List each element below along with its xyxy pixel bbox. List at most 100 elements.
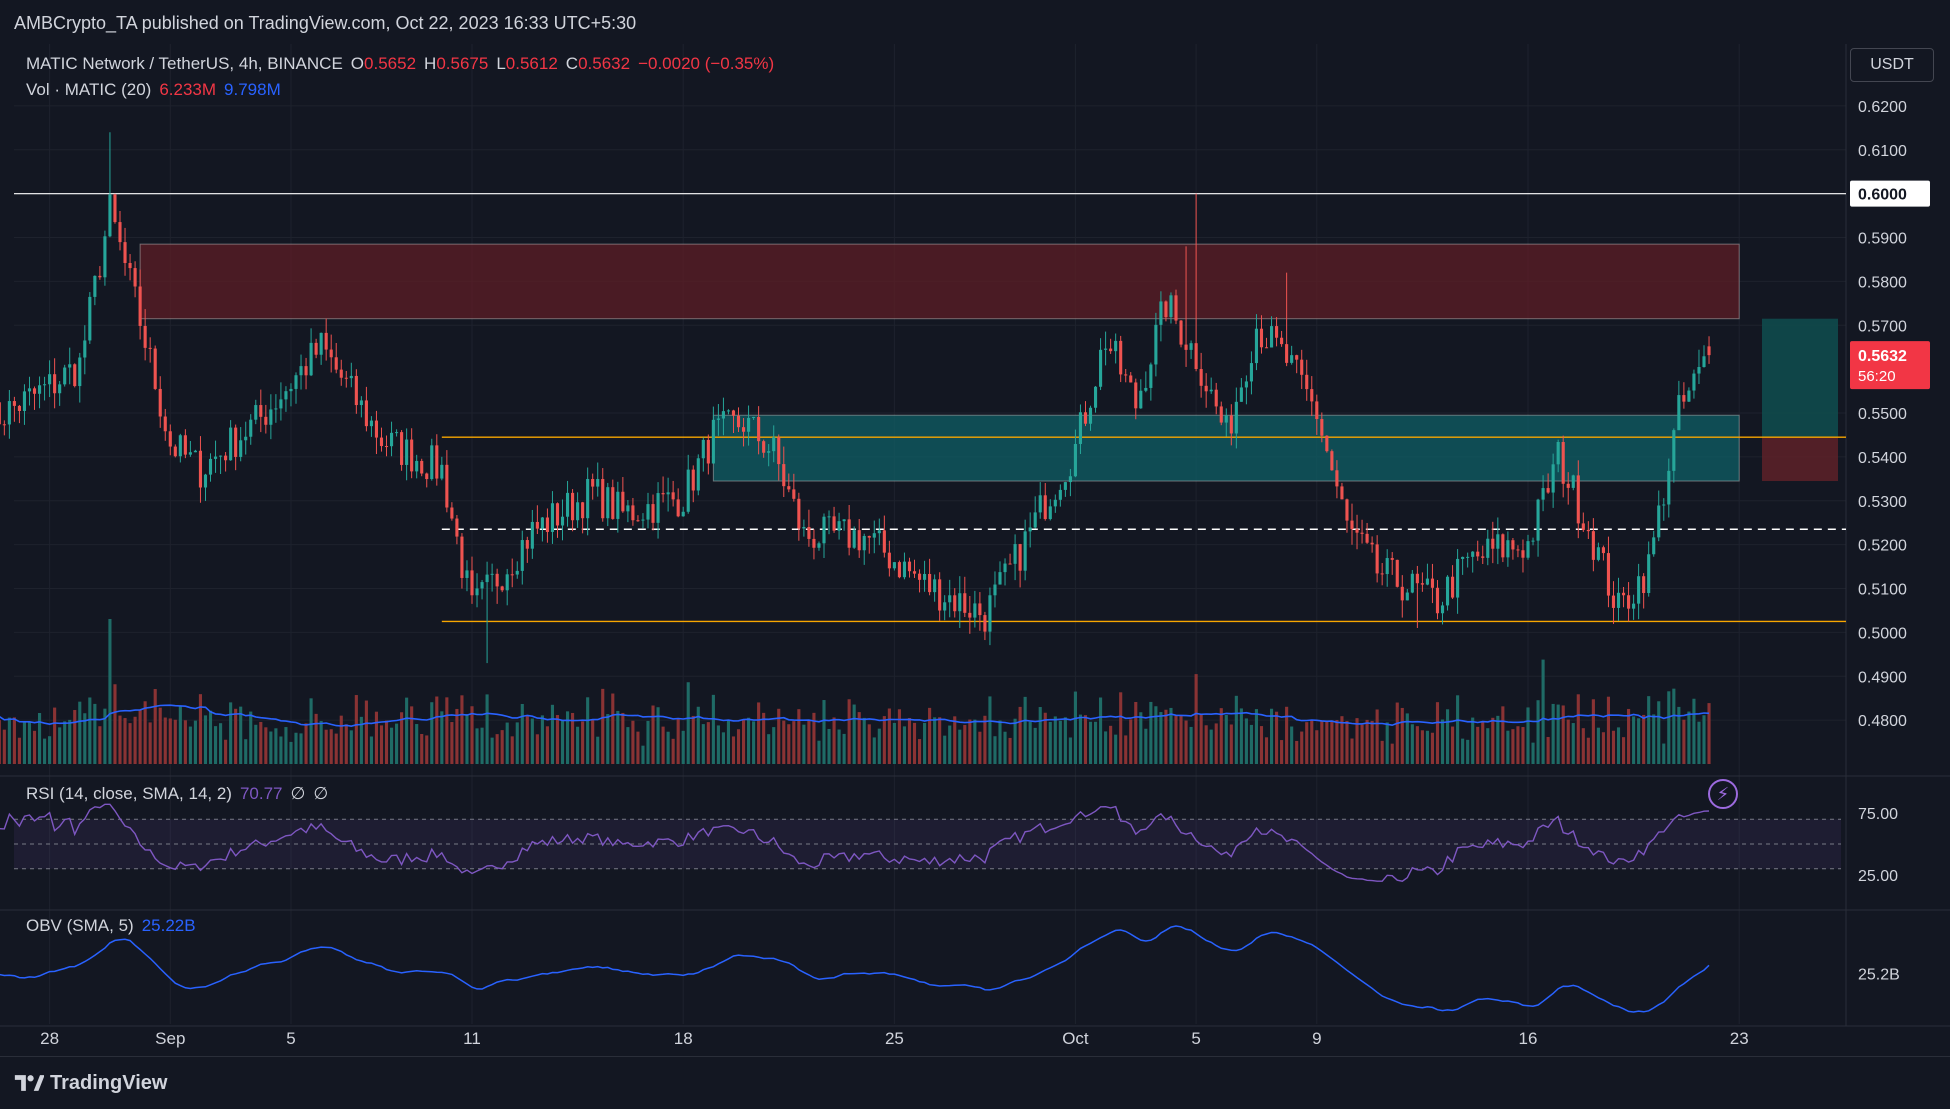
candle-body xyxy=(535,521,539,529)
candle-body xyxy=(1129,375,1133,383)
volume-bar xyxy=(842,733,846,764)
candle-body xyxy=(1531,540,1535,542)
candle-body xyxy=(1219,406,1223,423)
volume-bar xyxy=(1531,742,1535,764)
candle-body xyxy=(1023,531,1027,571)
volume-bar xyxy=(369,736,373,764)
volume-bar xyxy=(319,721,323,764)
volume-bar xyxy=(400,712,404,764)
volume-bar xyxy=(641,745,645,764)
volume-bar xyxy=(198,694,203,764)
volume-bar xyxy=(1078,714,1083,764)
volume-bar xyxy=(279,736,283,764)
volume-bar xyxy=(646,720,650,764)
lightning-icon[interactable]: ⚡ xyxy=(1708,779,1738,809)
volume-bar xyxy=(716,725,720,764)
candle-body xyxy=(611,487,615,519)
volume-bar xyxy=(430,702,434,764)
volume-bar xyxy=(651,705,655,764)
volume-bar xyxy=(1280,740,1284,764)
candle-body xyxy=(736,415,741,428)
volume-bar xyxy=(1385,722,1389,764)
volume-bar xyxy=(7,717,11,764)
volume-bar xyxy=(1139,712,1143,764)
volume-bar xyxy=(1043,712,1047,764)
candles xyxy=(0,132,1711,664)
volume-bar xyxy=(752,721,756,764)
stop-box[interactable] xyxy=(1762,437,1838,482)
volume-bar xyxy=(1541,659,1545,764)
candle-body xyxy=(234,427,238,457)
candle-body xyxy=(27,388,32,392)
candle-body xyxy=(1456,558,1460,598)
candle-body xyxy=(540,517,544,529)
volume-bar xyxy=(1621,737,1626,764)
close-label: C xyxy=(565,54,579,73)
candle-body xyxy=(661,493,665,495)
candle-body xyxy=(1280,337,1284,345)
volume-bar xyxy=(1340,716,1344,764)
volume-bar xyxy=(415,724,419,764)
volume-bar xyxy=(621,712,625,764)
currency-button[interactable]: USDT xyxy=(1850,48,1934,82)
candle-body xyxy=(133,268,137,287)
volume-bar xyxy=(1707,703,1711,764)
level-price-tag[interactable] xyxy=(1850,180,1930,207)
volume-bar xyxy=(1360,724,1364,764)
price-tick-label: 0.5500 xyxy=(1858,406,1907,423)
volume-bar xyxy=(535,734,539,764)
symbol-name[interactable]: MATIC Network / TetherUS, 4h, BINANCE xyxy=(26,54,343,73)
candle-body xyxy=(53,374,57,394)
price-tick-label: 0.5700 xyxy=(1858,318,1907,335)
candle-body xyxy=(163,416,167,432)
time-tick-label: Oct xyxy=(1062,1029,1089,1048)
volume-bar xyxy=(822,700,826,764)
volume-bar xyxy=(968,719,972,764)
candle-body xyxy=(933,579,937,593)
candle-body xyxy=(897,562,901,578)
price-axis: 0.6200 0.6100 0.5900 0.5800 0.5700 0.5500 0.54… xyxy=(1850,99,1930,983)
candle-body xyxy=(1300,359,1304,375)
tradingview-logo[interactable]: TradingView xyxy=(14,1071,167,1095)
volume-bar xyxy=(168,718,172,764)
rsi-label[interactable]: RSI (14, close, SMA, 14, 2) xyxy=(26,784,232,803)
price-chart[interactable]: 0.6200 0.6100 0.5900 0.5800 0.5700 0.5500 0.54… xyxy=(0,44,1950,1056)
volume-bar xyxy=(877,728,881,764)
volume-bar xyxy=(571,712,575,764)
volume-bar xyxy=(928,707,932,764)
volume-bar xyxy=(1667,691,1671,764)
candle-body xyxy=(475,588,479,596)
time-axis: 28 Sep 5 11 18 25 Oct 5 9 16 23 xyxy=(40,1029,1749,1048)
candle-body xyxy=(68,364,72,368)
candle-body xyxy=(928,573,932,593)
volume-bar xyxy=(1164,709,1168,764)
volume-bar xyxy=(334,733,338,764)
candle-body xyxy=(721,411,725,419)
candle-body xyxy=(1340,486,1344,500)
volume-bar xyxy=(611,693,615,764)
volume-bar xyxy=(701,724,705,764)
candle-body xyxy=(1561,442,1565,484)
volume-bar xyxy=(1616,727,1621,764)
volume-bar xyxy=(862,717,866,764)
candle-body xyxy=(716,418,720,420)
volume-label[interactable]: Vol · MATIC (20) xyxy=(26,80,152,99)
candle-body xyxy=(1672,430,1676,471)
volume-bar xyxy=(193,720,197,764)
resistance-zone[interactable] xyxy=(139,243,1740,320)
low-label: L xyxy=(496,54,506,73)
rsi-line[interactable] xyxy=(0,803,1710,882)
obv-line[interactable] xyxy=(0,925,1710,1013)
candle-body xyxy=(792,489,796,499)
candle-body xyxy=(1662,504,1666,506)
open-value: 0.5652 xyxy=(364,54,417,73)
volume-bar xyxy=(505,722,509,764)
last-price-tag[interactable] xyxy=(1850,341,1930,390)
price-tick-label: 0.5400 xyxy=(1858,450,1907,467)
volume-bar xyxy=(1315,730,1319,764)
volume-bar xyxy=(158,707,162,764)
rsi-extra-2: ∅ xyxy=(313,784,329,803)
chart-frame[interactable]: 0.6200 0.6100 0.5900 0.5800 0.5700 0.5500 0.54… xyxy=(0,44,1950,1056)
target-box[interactable] xyxy=(1762,318,1838,438)
obv-label[interactable]: OBV (SMA, 5) xyxy=(26,916,134,935)
